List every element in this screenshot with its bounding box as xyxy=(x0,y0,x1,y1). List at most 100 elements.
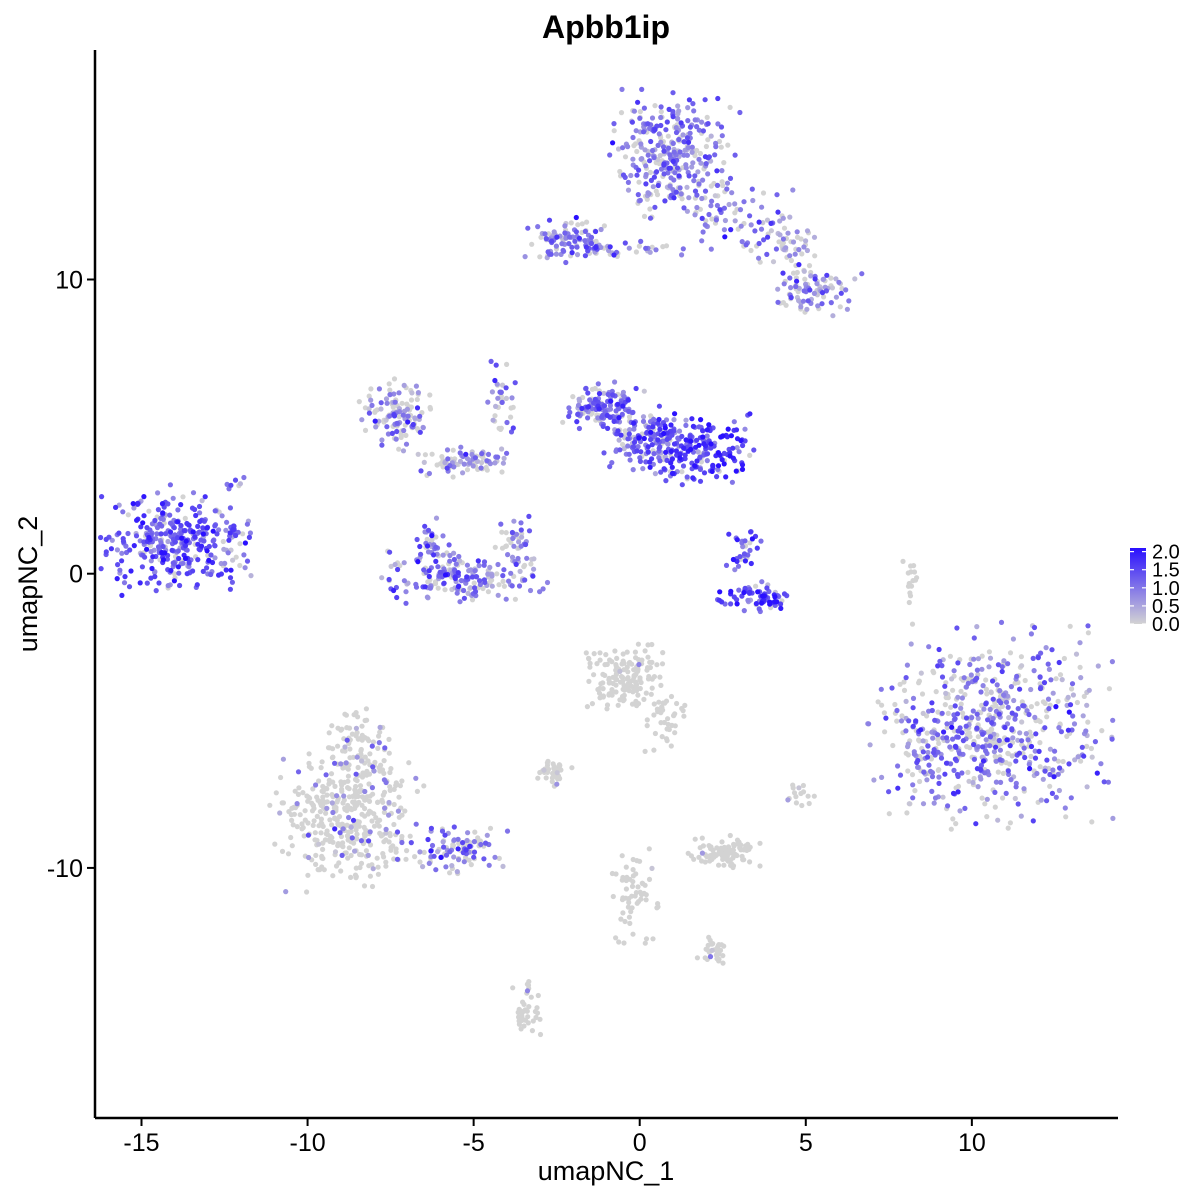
cell-point xyxy=(652,204,658,210)
cell-point xyxy=(739,466,746,472)
cell-point xyxy=(493,362,499,368)
cell-point xyxy=(772,594,778,600)
cell-point xyxy=(321,867,327,873)
cell-point xyxy=(386,576,392,583)
cell-point xyxy=(973,821,979,827)
cell-point xyxy=(162,531,169,537)
cell-point xyxy=(324,805,330,811)
cell-point xyxy=(780,215,786,221)
cell-point xyxy=(641,129,647,135)
cell-point xyxy=(175,519,181,525)
cell-point xyxy=(919,691,926,697)
cell-point xyxy=(396,390,402,396)
cell-point xyxy=(718,124,725,130)
cell-point xyxy=(505,552,511,558)
cell-point xyxy=(636,657,642,663)
cell-point xyxy=(310,822,316,829)
cell-point xyxy=(920,738,926,744)
cell-point xyxy=(764,585,770,591)
cell-point xyxy=(370,764,376,770)
cell-point xyxy=(144,546,150,552)
cell-point xyxy=(569,765,575,771)
cell-point xyxy=(669,470,676,476)
cell-point xyxy=(653,247,659,253)
cell-point xyxy=(290,822,296,828)
cell-point xyxy=(677,185,683,191)
cell-point xyxy=(687,433,693,440)
cell-point xyxy=(649,244,655,250)
cell-point xyxy=(317,809,323,815)
cell-point xyxy=(368,397,374,403)
cell-point xyxy=(1055,758,1061,764)
cell-point xyxy=(387,787,393,794)
cell-point xyxy=(396,794,402,800)
cell-point xyxy=(781,225,788,231)
cell-point xyxy=(958,705,964,711)
cell-point xyxy=(508,540,514,546)
cell-point xyxy=(320,846,326,853)
cell-point xyxy=(983,748,989,754)
cell-point xyxy=(666,165,672,171)
cell-point xyxy=(651,674,658,680)
cell-point xyxy=(518,527,524,533)
cell-point xyxy=(619,853,625,859)
cell-point xyxy=(227,575,234,581)
cell-point xyxy=(930,735,936,741)
cell-point xyxy=(649,865,655,872)
cell-point xyxy=(647,215,654,221)
cell-point xyxy=(222,560,228,567)
cell-point xyxy=(353,710,359,716)
cell-point xyxy=(496,425,502,431)
cell-point xyxy=(535,224,541,230)
cell-point xyxy=(642,748,648,755)
cell-point xyxy=(615,428,621,434)
cell-point xyxy=(353,822,359,828)
cell-point xyxy=(1036,748,1042,755)
cell-point xyxy=(566,241,572,247)
cell-point xyxy=(630,677,636,683)
cell-point xyxy=(158,515,164,522)
cell-point xyxy=(882,729,888,735)
cell-point xyxy=(381,839,387,845)
cell-point xyxy=(747,859,753,865)
cell-point xyxy=(691,178,697,184)
cell-point xyxy=(200,568,206,575)
cell-point xyxy=(796,247,802,253)
cell-point xyxy=(468,862,474,868)
cell-point xyxy=(932,717,938,723)
cell-point xyxy=(646,424,652,430)
cell-point xyxy=(624,664,630,670)
cell-point xyxy=(732,152,738,158)
cell-point xyxy=(724,180,731,186)
cell-point xyxy=(241,474,247,481)
cell-point xyxy=(301,833,307,839)
cell-point xyxy=(811,793,817,799)
cell-point xyxy=(1015,706,1021,712)
cell-point xyxy=(1015,801,1021,807)
cell-point xyxy=(728,601,734,607)
cell-point xyxy=(387,392,393,398)
cell-point xyxy=(1020,703,1026,709)
cell-point xyxy=(790,785,796,791)
cell-point xyxy=(727,104,733,110)
x-tick-label: -5 xyxy=(463,1129,485,1157)
cell-point xyxy=(159,501,166,507)
cell-point xyxy=(629,119,636,125)
legend-tick-label: 0.0 xyxy=(1152,614,1180,636)
cell-point xyxy=(713,952,720,958)
cell-point xyxy=(951,728,957,734)
cell-point xyxy=(595,686,601,693)
cell-point xyxy=(201,538,207,544)
cell-point xyxy=(1044,757,1050,763)
cell-point xyxy=(375,864,381,870)
cell-point xyxy=(375,799,381,806)
cell-point xyxy=(732,851,739,858)
cell-point xyxy=(984,796,990,802)
cell-point xyxy=(751,447,757,453)
cell-point xyxy=(691,108,697,114)
cell-point xyxy=(367,751,373,757)
cell-point xyxy=(503,385,509,391)
cell-point xyxy=(607,244,613,250)
cell-point xyxy=(492,460,498,466)
cell-point xyxy=(353,771,359,777)
